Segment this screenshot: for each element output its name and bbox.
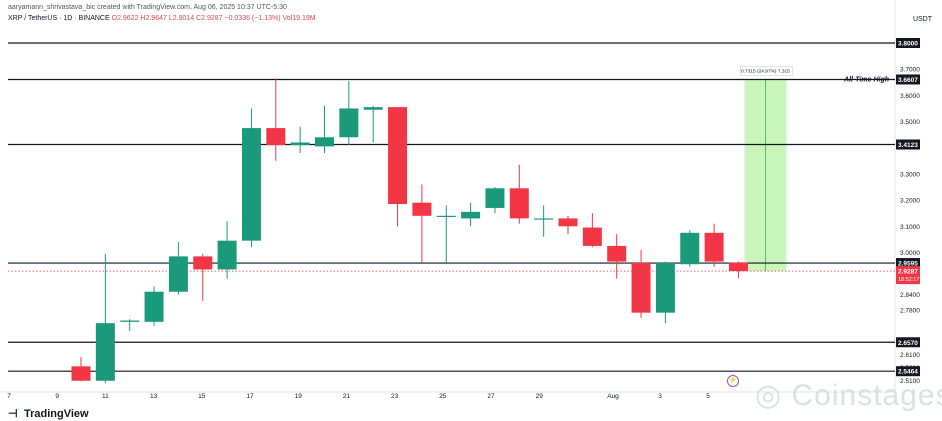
x-tick-label: 11 — [102, 393, 109, 400]
symbol-legend: XRP / TetherUS · 1D · BINANCE O2.9622 H2… — [8, 15, 316, 22]
candle-body[interactable] — [315, 137, 334, 147]
y-tick-label: 2.5100 — [900, 378, 920, 385]
last-price-bg — [896, 266, 920, 285]
x-tick-label: Aug — [607, 393, 619, 400]
level-label-bg — [896, 74, 920, 85]
candle-body[interactable] — [728, 262, 748, 272]
candle-body[interactable] — [168, 256, 188, 292]
y-tick-label: 3.7000 — [900, 67, 920, 74]
level-note: All-Time High — [843, 77, 889, 84]
candle-body[interactable] — [436, 215, 456, 217]
y-tick-label: 3.1000 — [900, 224, 920, 231]
tradingview-logo-icon: ⊣ — [8, 408, 18, 420]
x-tick-label: 15 — [198, 393, 206, 400]
level-label: 3.6607 — [898, 77, 918, 84]
ohlc-values: O2.9622 H2.9647 L2.9014 C2.9287 −0.0336 … — [111, 15, 316, 22]
lightning-icon[interactable]: ⚡ — [727, 375, 739, 387]
candle-body[interactable] — [363, 107, 383, 110]
candle-body[interactable] — [217, 240, 237, 270]
candle-body[interactable] — [461, 211, 481, 219]
x-tick-label: 21 — [343, 393, 351, 400]
candle-body[interactable] — [95, 323, 115, 381]
candle-body[interactable] — [193, 256, 213, 270]
y-tick-label: 3.0000 — [900, 250, 920, 257]
x-tick-label: 5 — [706, 393, 710, 400]
candle-body[interactable] — [558, 218, 578, 227]
x-tick-label: 23 — [391, 393, 399, 400]
y-tick-label: 2.7800 — [900, 308, 920, 315]
last-price-label: 2.9287 — [898, 269, 918, 276]
tradingview-logo[interactable]: ⊣ TradingView — [8, 407, 89, 420]
level-label: 2.5464 — [898, 369, 918, 376]
level-label-bg — [896, 337, 920, 348]
candle-body[interactable] — [266, 128, 286, 146]
countdown-label: 18:52:17 — [898, 277, 919, 283]
candle-body[interactable] — [144, 291, 164, 322]
level-label: 3.8000 — [898, 41, 918, 48]
candle-body[interactable] — [71, 366, 91, 381]
x-tick-label: 25 — [439, 393, 447, 400]
projection-label: 0.7315 (24.97%) 7,315 — [741, 68, 790, 74]
x-tick-label: 9 — [55, 393, 59, 400]
logo-text: TradingView — [24, 408, 89, 420]
x-tick-label: 13 — [150, 393, 158, 400]
candle-body[interactable] — [120, 320, 140, 322]
creator-caption: aaryamann_shrivastava_bic created with T… — [8, 4, 287, 11]
x-tick-label: 19 — [295, 393, 303, 400]
level-label-bg — [896, 258, 920, 269]
candle-body[interactable] — [412, 202, 432, 216]
projection-label-box — [740, 66, 793, 76]
level-label: 2.9595 — [898, 261, 918, 268]
coinstages-watermark: ◎ Coinstages — [755, 378, 942, 413]
watermark-text: Coinstages — [791, 379, 942, 412]
candle-body[interactable] — [582, 227, 602, 246]
candle-body[interactable] — [509, 188, 529, 219]
symbol-name[interactable]: XRP / TetherUS · 1D · BINANCE — [8, 15, 110, 22]
level-label: 3.4123 — [898, 142, 918, 149]
x-tick-label: 7 — [7, 393, 11, 400]
x-tick-label: 27 — [487, 393, 495, 400]
candle-body[interactable] — [704, 232, 724, 262]
level-label-bg — [896, 139, 920, 150]
candle-body[interactable] — [655, 262, 675, 313]
candle-body[interactable] — [485, 188, 505, 208]
level-label-bg — [896, 38, 920, 48]
candle-body[interactable] — [339, 108, 359, 138]
y-tick-label: 3.6000 — [900, 93, 920, 100]
x-tick-label: 29 — [536, 393, 544, 400]
y-tick-label: 2.8400 — [900, 292, 920, 299]
y-tick-label: 3.3000 — [900, 171, 920, 178]
x-tick-label: 3 — [658, 393, 662, 400]
candle-body[interactable] — [241, 128, 261, 241]
candle-body[interactable] — [631, 262, 651, 313]
level-label-bg — [896, 366, 920, 377]
candle-body[interactable] — [607, 245, 627, 262]
candle-body[interactable] — [680, 232, 700, 265]
level-label: 2.6570 — [898, 340, 918, 347]
currency-label: USDT — [912, 16, 932, 23]
candle-body[interactable] — [388, 107, 408, 205]
y-tick-label: 3.2000 — [900, 198, 920, 205]
candle-body[interactable] — [534, 218, 554, 220]
candle-body[interactable] — [290, 142, 310, 146]
y-tick-label: 2.6100 — [900, 352, 920, 359]
x-tick-label: 17 — [246, 393, 254, 400]
y-tick-label: 3.5000 — [900, 119, 920, 126]
